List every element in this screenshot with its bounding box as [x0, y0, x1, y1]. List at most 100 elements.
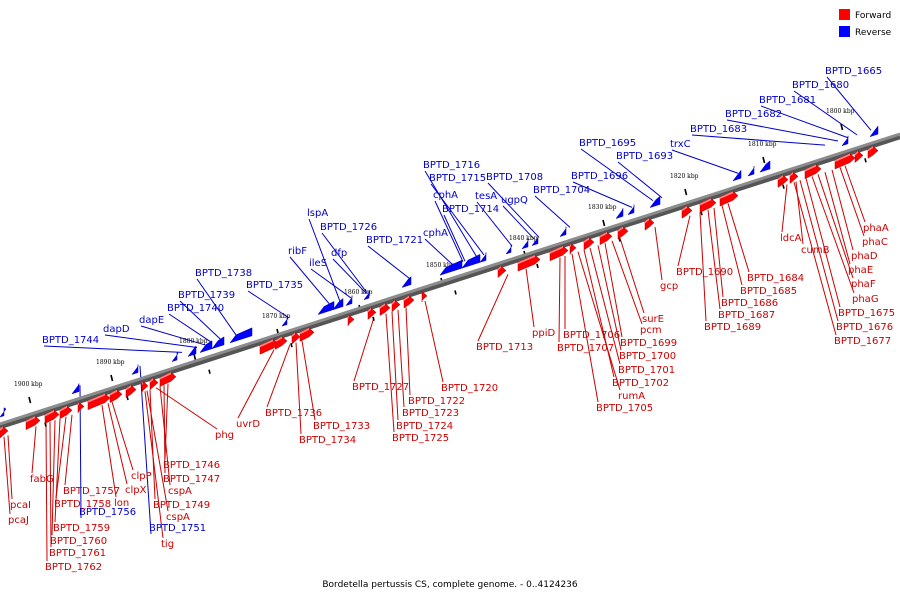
reverse-gene-arrow	[171, 351, 179, 363]
reverse-gene-leader	[289, 256, 331, 305]
kbp-minor-tick	[864, 158, 867, 163]
forward-gene-label: BPTD_1676	[836, 322, 893, 333]
forward-gene-arrow	[569, 243, 577, 255]
reverse-gene-label: dapD	[103, 324, 130, 335]
forward-gene-label: BPTD_1761	[49, 548, 106, 559]
reverse-gene-label: BPTD_1751	[149, 523, 206, 534]
reverse-gene-leader	[617, 161, 663, 199]
reverse-gene-leader	[580, 148, 654, 202]
forward-gene-highlight	[392, 300, 395, 305]
forward-gene-label: phaG	[852, 294, 879, 305]
forward-gene-label: BPTD_1760	[50, 536, 107, 547]
reverse-gene-arrow	[332, 297, 344, 311]
forward-gene-arrow	[87, 393, 111, 411]
reverse-gene-label: trxC	[670, 139, 691, 150]
forward-gene-label: gcp	[660, 281, 678, 292]
reverse-gene-label: BPTD_1739	[178, 290, 235, 301]
reverse-gene-label: BPTD_1681	[759, 95, 816, 106]
reverse-gene-arrow	[759, 160, 771, 173]
forward-gene-leader	[811, 176, 855, 294]
forward-gene-highlight	[260, 339, 273, 348]
kbp-tick-label: 1840 kbp	[509, 235, 538, 242]
forward-gene-leader	[571, 253, 599, 403]
forward-gene-label: BPTD_1713	[476, 342, 533, 353]
forward-gene-label: BPTD_1699	[620, 338, 677, 349]
reverse-gene-leader	[168, 313, 213, 344]
forward-gene-label: pcaJ	[8, 515, 29, 526]
forward-gene-leader	[237, 349, 275, 419]
reverse-gene-leader	[332, 258, 367, 294]
reverse-gene-leader	[308, 218, 341, 302]
reverse-gene-label: BPTD_1683	[690, 124, 747, 135]
reverse-gene-arrow	[281, 315, 289, 327]
forward-gene-highlight	[300, 327, 309, 335]
forward-gene-arrow	[291, 332, 301, 345]
forward-gene-label: phaF	[851, 279, 876, 290]
reverse-gene-arrow	[747, 166, 755, 177]
forward-gene-label: clpX	[125, 485, 147, 496]
reverse-gene-leader	[826, 76, 872, 131]
reverse-gene-leader	[691, 134, 826, 146]
reverse-gene-arrow	[615, 208, 624, 220]
forward-gene-highlight	[126, 385, 131, 391]
reverse-gene-arrow	[317, 300, 335, 316]
kbp-tick-label: 1820 kbp	[670, 173, 699, 180]
forward-gene-leader	[817, 174, 854, 279]
reverse-gene-label: BPTD_1714	[442, 204, 499, 215]
reverse-gene-label: BPTD_1716	[423, 160, 480, 171]
forward-gene-leader	[146, 390, 169, 512]
forward-gene-leader	[677, 215, 691, 267]
forward-gene-arrow	[141, 380, 149, 393]
reverse-gene-label: ribF	[288, 246, 307, 257]
forward-gene-leader	[654, 226, 663, 281]
kbp-tick-mark	[110, 374, 114, 382]
forward-gene-highlight	[682, 206, 687, 212]
forward-gene-highlight	[160, 372, 171, 380]
reverse-gene-leader	[476, 201, 513, 247]
legend-forward-label: Forward	[855, 11, 891, 21]
kbp-minor-tick	[454, 290, 457, 295]
forward-gene-label: lon	[114, 498, 129, 509]
forward-gene-highlight	[150, 378, 153, 383]
reverse-gene-arrow	[345, 295, 353, 306]
forward-gene-label: BPTD_1724	[396, 421, 453, 432]
kbp-tick-mark	[193, 353, 197, 361]
forward-gene-leader	[144, 391, 164, 539]
forward-gene-label: BPTD_1706	[563, 330, 620, 341]
forward-gene-label: BPTD_1689	[704, 322, 761, 333]
forward-gene-highlight	[570, 243, 571, 248]
forward-gene-leader	[155, 387, 218, 430]
reverse-gene-label: BPTD_1704	[533, 185, 590, 196]
reverse-gene-arrow	[211, 336, 225, 350]
reverse-gene-leader	[139, 365, 152, 535]
kbp-tick-label: 1810 kbp	[748, 141, 777, 148]
kbp-tick-label: 1870 kbp	[262, 313, 291, 320]
forward-gene-highlight	[348, 314, 349, 319]
forward-gene-label: ldcA	[780, 233, 802, 244]
forward-gene-leader	[397, 309, 405, 408]
forward-gene-label: rumA	[618, 391, 645, 402]
forward-gene-label: phg	[215, 430, 234, 441]
forward-gene-leader	[301, 340, 316, 421]
forward-gene-label: phaA	[863, 223, 889, 234]
forward-gene-label: uvrD	[236, 419, 260, 430]
forward-gene-label: BPTD_1725	[392, 433, 449, 444]
forward-gene-highlight	[275, 336, 282, 343]
legend: Forward Reverse	[839, 9, 892, 38]
forward-gene-highlight	[60, 405, 67, 412]
reverse-gene-leader	[726, 119, 839, 142]
forward-gene-label: phaC	[862, 237, 888, 248]
reverse-gene-label: BPTD_1740	[167, 303, 224, 314]
forward-gene-arrow	[719, 190, 739, 207]
kbp-tick-label: 1880 kbp	[179, 338, 208, 345]
forward-gene-label: phaD	[851, 251, 878, 262]
reverse-gene-arrow	[627, 204, 635, 216]
forward-gene-label: BPTD_1759	[53, 523, 110, 534]
forward-gene-highlight	[584, 237, 589, 243]
reverse-gene-arrow	[229, 327, 253, 344]
forward-gene-leader	[577, 251, 621, 391]
forward-gene-leader	[793, 182, 837, 336]
reverse-gene-label: ugpQ	[501, 195, 528, 206]
forward-gene-leader	[385, 313, 395, 433]
